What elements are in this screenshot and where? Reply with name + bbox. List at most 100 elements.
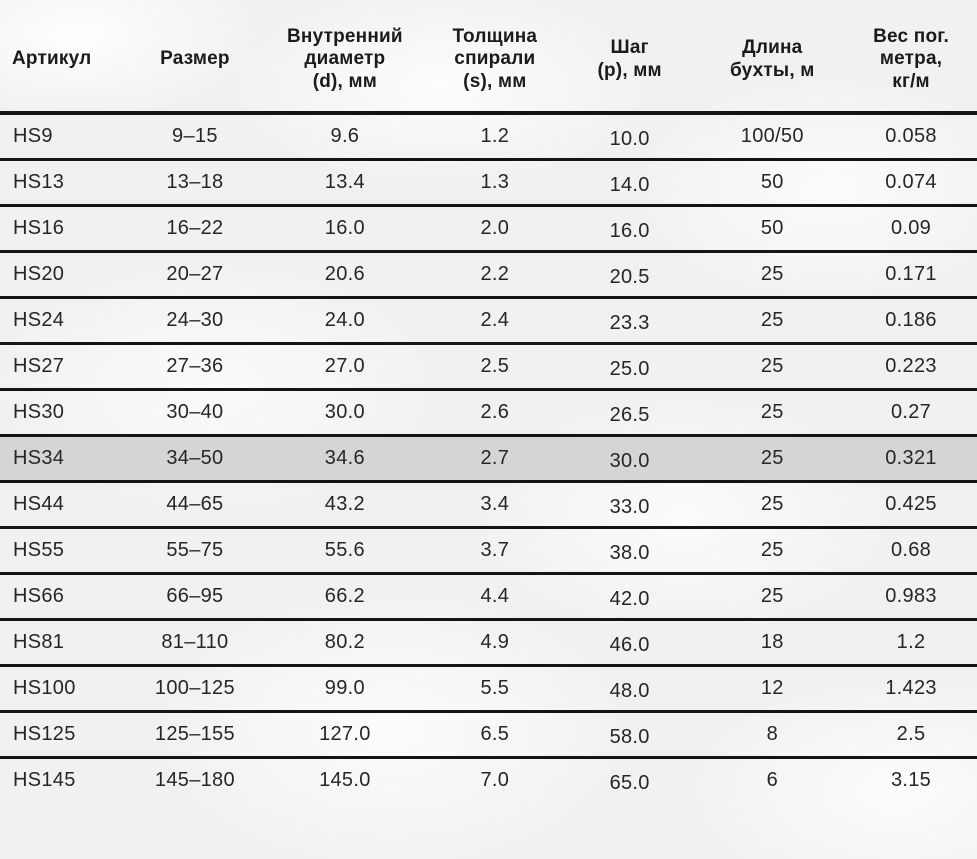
cell-article: HS13 <box>13 170 65 193</box>
table-row: HS66 66–95 66.2 4.4 42.0 25 0.983 <box>0 573 977 619</box>
table-row: HS24 24–30 24.0 2.4 23.3 25 0.186 <box>0 297 977 343</box>
cell-size: 13–18 <box>166 170 224 193</box>
cell-weight: 2.5 <box>896 722 926 745</box>
cell-size: 16–22 <box>166 216 224 239</box>
cell-article: HS44 <box>13 492 65 515</box>
cell-inner-diameter: 66.2 <box>324 584 365 607</box>
cell-inner-diameter: 127.0 <box>319 722 371 745</box>
cell-spiral-thickness: 6.5 <box>480 722 510 745</box>
table-row: HS125 125–155 127.0 6.5 58.0 8 2.5 <box>0 711 977 757</box>
cell-size: 100–125 <box>154 676 235 699</box>
table-row: HS55 55–75 55.6 3.7 38.0 25 0.68 <box>0 527 977 573</box>
cell-spiral-thickness: 2.0 <box>480 216 510 239</box>
cell-weight: 0.171 <box>885 262 937 285</box>
cell-pitch: 16.0 <box>609 219 650 242</box>
cell-article: HS55 <box>13 538 65 561</box>
cell-weight: 0.074 <box>885 170 937 193</box>
cell-weight: 0.09 <box>890 216 932 239</box>
cell-pitch: 65.0 <box>609 772 650 795</box>
cell-weight: 0.68 <box>890 538 932 561</box>
cell-article: HS125 <box>13 722 76 745</box>
spec-table: Артикул Размер Внутренний диаметр (d), м… <box>0 0 977 803</box>
cell-weight: 1.2 <box>896 630 926 653</box>
cell-inner-diameter: 43.2 <box>324 492 365 515</box>
cell-size: 55–75 <box>166 538 224 561</box>
cell-article: HS81 <box>13 630 65 653</box>
cell-article: HS34 <box>13 446 65 469</box>
cell-weight: 1.423 <box>885 676 937 699</box>
table-header-row: Артикул Размер Внутренний диаметр (d), м… <box>0 0 977 113</box>
cell-pitch: 10.0 <box>609 127 650 150</box>
cell-size: 125–155 <box>154 722 235 745</box>
cell-coil-length: 25 <box>760 262 784 285</box>
cell-article: HS100 <box>13 676 76 699</box>
cell-coil-length: 8 <box>766 722 778 745</box>
cell-coil-length: 50 <box>760 216 784 239</box>
table-row: HS9 9–15 9.6 1.2 10.0 100/50 0.058 <box>0 113 977 159</box>
cell-inner-diameter: 30.0 <box>324 400 365 423</box>
cell-coil-length: 25 <box>760 446 784 469</box>
table-row: HS44 44–65 43.2 3.4 33.0 25 0.425 <box>0 481 977 527</box>
cell-weight: 0.983 <box>885 584 937 607</box>
table-row: HS13 13–18 13.4 1.3 14.0 50 0.074 <box>0 159 977 205</box>
cell-size: 20–27 <box>166 262 224 285</box>
cell-weight: 0.058 <box>885 124 937 147</box>
cell-pitch: 48.0 <box>609 679 650 702</box>
cell-size: 9–15 <box>172 124 218 147</box>
cell-coil-length: 25 <box>760 308 784 331</box>
table-body: HS9 9–15 9.6 1.2 10.0 100/50 0.058 HS13 13–18 13.… <box>0 113 977 803</box>
cell-pitch: 30.0 <box>609 449 650 472</box>
column-header-article: Артикул <box>12 48 92 70</box>
cell-spiral-thickness: 1.2 <box>480 124 510 147</box>
cell-size: 44–65 <box>166 492 224 515</box>
cell-coil-length: 25 <box>760 400 784 423</box>
cell-size: 30–40 <box>166 400 224 423</box>
cell-size: 145–180 <box>154 769 235 792</box>
cell-size: 34–50 <box>166 446 224 469</box>
cell-article: HS9 <box>13 124 53 147</box>
cell-coil-length: 50 <box>760 170 784 193</box>
cell-pitch: 58.0 <box>609 725 650 748</box>
cell-pitch: 23.3 <box>609 311 650 334</box>
cell-size: 24–30 <box>166 308 224 331</box>
cell-article: HS66 <box>13 584 65 607</box>
table-row: HS16 16–22 16.0 2.0 16.0 50 0.09 <box>0 205 977 251</box>
cell-spiral-thickness: 4.4 <box>480 584 510 607</box>
cell-article: HS30 <box>13 400 65 423</box>
cell-inner-diameter: 24.0 <box>324 308 365 331</box>
cell-inner-diameter: 80.2 <box>324 630 365 653</box>
cell-weight: 0.321 <box>885 446 937 469</box>
cell-weight: 3.15 <box>890 769 932 792</box>
cell-spiral-thickness: 2.7 <box>480 446 510 469</box>
cell-inner-diameter: 13.4 <box>324 170 365 193</box>
cell-spiral-thickness: 7.0 <box>480 769 510 792</box>
cell-inner-diameter: 16.0 <box>324 216 365 239</box>
cell-pitch: 38.0 <box>609 541 650 564</box>
column-header-size: Размер <box>160 48 230 70</box>
cell-pitch: 14.0 <box>609 173 650 196</box>
column-header-coil-length: Длина бухты, м <box>729 37 815 81</box>
cell-pitch: 46.0 <box>609 633 650 656</box>
table-row: HS34 34–50 34.6 2.7 30.0 25 0.321 <box>0 435 977 481</box>
cell-spiral-thickness: 2.6 <box>480 400 510 423</box>
cell-size: 27–36 <box>166 354 224 377</box>
cell-spiral-thickness: 2.5 <box>480 354 510 377</box>
cell-coil-length: 100/50 <box>740 124 804 147</box>
cell-coil-length: 12 <box>760 676 784 699</box>
cell-article: HS27 <box>13 354 65 377</box>
cell-weight: 0.186 <box>885 308 937 331</box>
column-header-weight: Вес пог. метра, кг/м <box>873 25 949 92</box>
cell-spiral-thickness: 2.2 <box>480 262 510 285</box>
cell-inner-diameter: 34.6 <box>324 446 365 469</box>
cell-coil-length: 25 <box>760 538 784 561</box>
cell-inner-diameter: 145.0 <box>319 769 371 792</box>
cell-spiral-thickness: 5.5 <box>480 676 510 699</box>
table-row: HS30 30–40 30.0 2.6 26.5 25 0.27 <box>0 389 977 435</box>
cell-coil-length: 25 <box>760 584 784 607</box>
cell-size: 81–110 <box>161 630 229 653</box>
table-row: HS145 145–180 145.0 7.0 65.0 6 3.15 <box>0 757 977 803</box>
cell-article: HS16 <box>13 216 65 239</box>
cell-pitch: 33.0 <box>609 495 650 518</box>
column-header-pitch: Шаг (p), мм <box>597 37 662 81</box>
cell-weight: 0.27 <box>890 400 932 423</box>
